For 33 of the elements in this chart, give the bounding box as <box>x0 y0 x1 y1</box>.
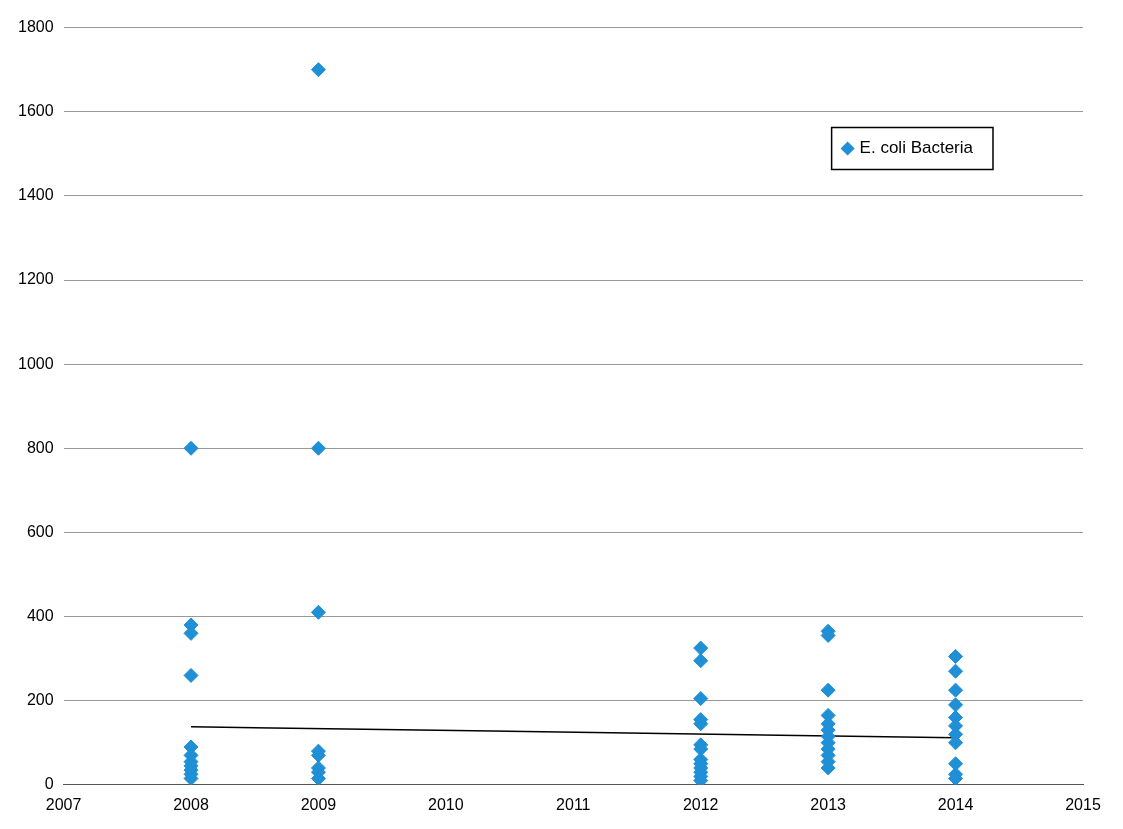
y-tick-label: 1000 <box>18 354 54 372</box>
x-tick-label: 2014 <box>937 795 974 813</box>
point <box>948 663 964 679</box>
y-tick-label: 1600 <box>18 102 54 120</box>
x-tick-label: 2013 <box>810 795 847 813</box>
point <box>693 640 709 656</box>
point <box>183 440 199 456</box>
y-tick-label: 1200 <box>18 270 54 288</box>
point <box>948 649 964 664</box>
x-tick-label: 2010 <box>428 795 464 813</box>
y-tick-label: 200 <box>26 691 54 709</box>
point <box>693 653 709 669</box>
y-tick-label: 0 <box>44 775 54 793</box>
x-tick-label: 2009 <box>300 795 337 813</box>
y-tick-label: 1800 <box>18 18 54 36</box>
point <box>183 667 199 683</box>
point <box>693 691 709 707</box>
legend-label: E. coli Bacteria <box>859 138 974 158</box>
point <box>948 682 964 698</box>
y-tick-label: 400 <box>26 606 54 624</box>
x-tick-label: 2015 <box>1065 795 1101 813</box>
y-tick-label: 1400 <box>18 186 54 204</box>
point <box>820 682 836 698</box>
point <box>948 697 964 713</box>
point <box>310 62 326 78</box>
point <box>310 440 326 456</box>
point <box>310 604 326 620</box>
x-tick-label: 2012 <box>682 795 719 813</box>
y-tick-label: 800 <box>26 438 54 456</box>
x-tick-label: 2007 <box>45 795 82 813</box>
x-tick-label: 2011 <box>556 795 591 813</box>
y-tick-label: 600 <box>26 522 54 540</box>
x-tick-label: 2008 <box>173 795 209 813</box>
